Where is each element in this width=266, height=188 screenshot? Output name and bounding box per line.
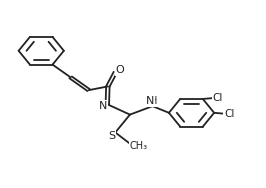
- Text: N: N: [146, 96, 154, 106]
- Text: Cl: Cl: [224, 109, 235, 119]
- Text: O: O: [115, 65, 124, 75]
- Text: N: N: [99, 101, 107, 111]
- Text: H: H: [150, 96, 157, 106]
- Text: CH₃: CH₃: [130, 141, 148, 151]
- Text: Cl: Cl: [213, 93, 223, 103]
- Text: S: S: [108, 131, 115, 141]
